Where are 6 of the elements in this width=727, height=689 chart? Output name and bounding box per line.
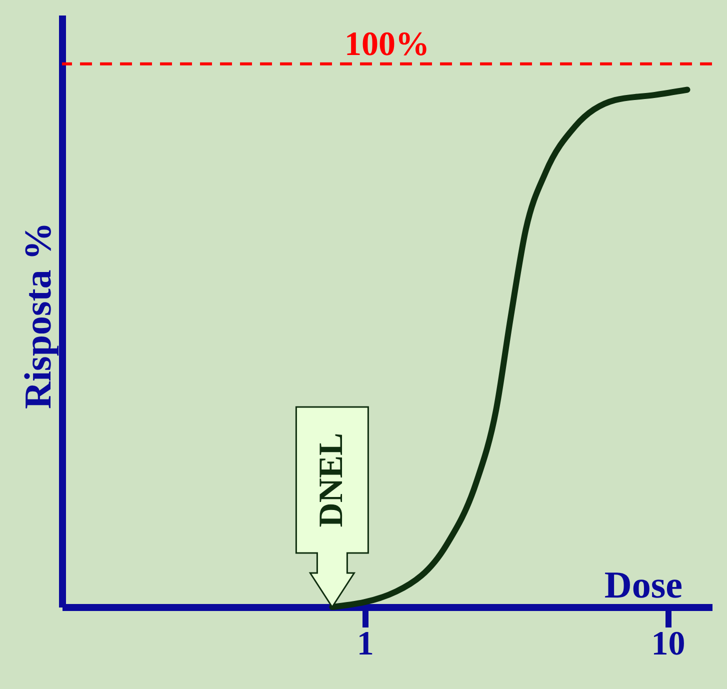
x-tick-label: 10 xyxy=(651,626,686,662)
annotation: DNEL xyxy=(313,432,350,528)
text: 100% xyxy=(344,26,430,63)
x-axis-title: Dose xyxy=(604,564,682,606)
x-tick-label: 1 xyxy=(356,626,374,662)
y-axis-title: Risposta % xyxy=(18,222,60,409)
